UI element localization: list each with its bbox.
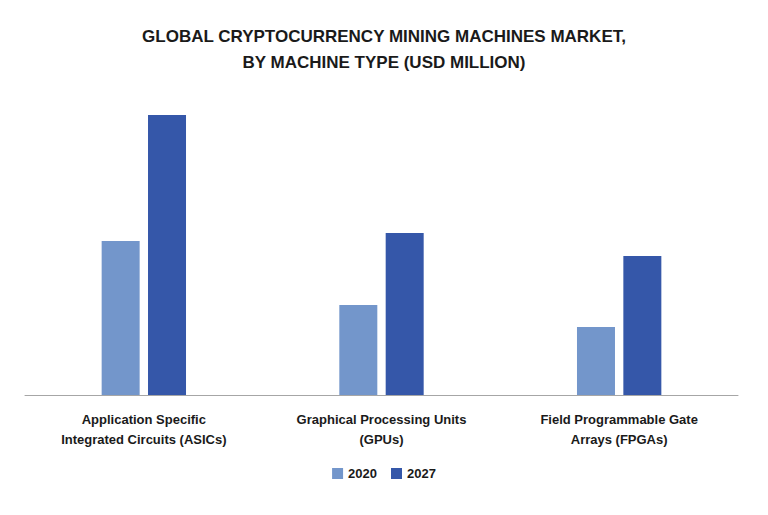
- svg-text:(GPUs): (GPUs): [359, 432, 403, 447]
- svg-text:Graphical Processing Units: Graphical Processing Units: [297, 412, 467, 427]
- svg-text:GLOBAL CRYPTOCURRENCY MINING M: GLOBAL CRYPTOCURRENCY MINING MACHINES MA…: [142, 27, 626, 46]
- svg-text:Field Programmable Gate: Field Programmable Gate: [540, 412, 698, 427]
- svg-text:2027: 2027: [407, 466, 436, 481]
- svg-text:Integrated Circuits (ASICs): Integrated Circuits (ASICs): [61, 432, 226, 447]
- svg-text:2020: 2020: [348, 466, 377, 481]
- svg-text:BY MACHINE TYPE (USD MILLION): BY MACHINE TYPE (USD MILLION): [242, 53, 525, 72]
- svg-text:Application Specific: Application Specific: [82, 412, 206, 427]
- svg-text:Arrays (FPGAs): Arrays (FPGAs): [571, 432, 668, 447]
